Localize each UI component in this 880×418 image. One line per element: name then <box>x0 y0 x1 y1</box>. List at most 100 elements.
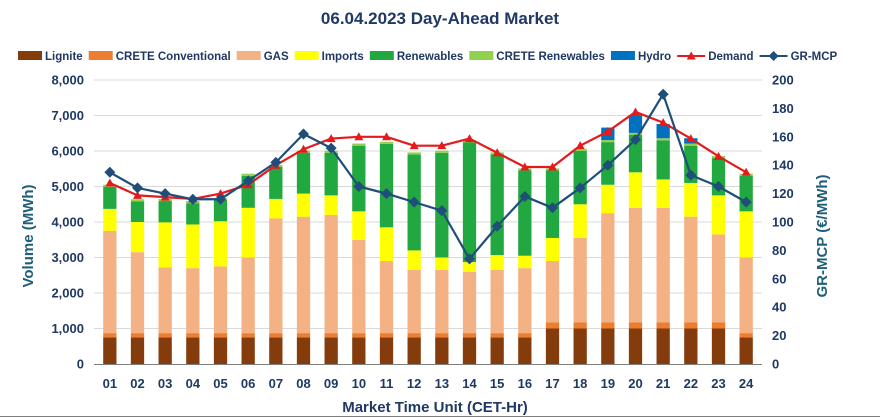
bar-lignite <box>684 328 698 364</box>
y2-axis-ticks: 0 20 40 60 80 100 120 140 160 180 200 <box>772 73 794 372</box>
bar-crete-renewables <box>241 173 255 176</box>
bar-imports <box>684 182 698 217</box>
bar-gas <box>628 207 643 323</box>
legend-swatch <box>236 51 261 60</box>
point-demand <box>465 134 474 143</box>
point-gr-mcp <box>353 181 365 192</box>
y2-tick-label: 180 <box>772 101 794 116</box>
bar-crete-conventional <box>573 322 587 329</box>
point-demand <box>437 141 447 150</box>
point-gr-mcp <box>408 196 420 208</box>
bar-renewables <box>656 140 670 180</box>
x-tick-label: 17 <box>545 376 559 391</box>
point-gr-mcp <box>464 253 475 265</box>
bar-imports <box>518 255 532 269</box>
bar-imports <box>711 195 726 235</box>
x-tick-label: 06 <box>241 376 255 391</box>
legend-swatch <box>294 51 319 60</box>
y2-tick-label: 100 <box>772 215 794 230</box>
bar-renewables <box>462 142 477 263</box>
bar-lignite <box>573 328 587 364</box>
bar-crete-conventional <box>656 322 670 329</box>
bars <box>103 115 753 364</box>
bar-renewables <box>324 152 338 196</box>
point-gr-mcp <box>436 205 448 217</box>
bar-crete-conventional <box>407 333 421 338</box>
bar-gas <box>103 230 117 334</box>
bar-renewables <box>490 154 504 256</box>
bar-imports <box>379 227 394 262</box>
legend-marker <box>686 51 696 60</box>
bar-lignite <box>324 337 338 364</box>
point-gr-mcp <box>547 202 558 214</box>
bar-renewables <box>573 151 587 205</box>
y-tick-label: 4,000 <box>51 215 84 230</box>
bar-lignite <box>435 337 449 364</box>
bar-crete-conventional <box>518 333 532 338</box>
legend-swatch <box>18 51 42 60</box>
bar-imports <box>601 184 615 214</box>
y-tick-label: 1,000 <box>51 321 84 336</box>
y-tick-label: 5,000 <box>51 179 84 194</box>
y2-tick-label: 140 <box>772 158 794 173</box>
bar-lignite <box>711 328 726 364</box>
x-tick-label: 08 <box>296 376 310 391</box>
chart-title: 06.04.2023 Day-Ahead Market <box>321 9 559 28</box>
bar-crete-renewables <box>130 199 145 202</box>
x-tick-label: 01 <box>103 376 117 391</box>
bar-hydro <box>656 124 670 139</box>
bar-gas <box>158 267 172 334</box>
bar-crete-conventional <box>462 333 477 338</box>
bar-gas <box>213 266 228 334</box>
point-demand <box>133 190 142 199</box>
x-axis-ticks: 01 02 03 04 05 06 07 08 09 10 11 12 13 14 15 16 17 18 19 20… <box>103 376 755 391</box>
bar-lignite <box>158 337 172 364</box>
y2-tick-label: 40 <box>772 300 786 315</box>
bar-lignite <box>601 328 615 364</box>
bar-gas <box>739 257 753 334</box>
point-demand <box>714 151 723 160</box>
y2-tick-label: 20 <box>772 328 786 343</box>
lines <box>104 88 752 265</box>
bar-renewables <box>186 203 200 225</box>
bar-imports <box>435 257 449 270</box>
x-tick-label: 04 <box>186 376 201 391</box>
point-demand <box>216 189 225 198</box>
bar-lignite <box>462 337 477 364</box>
bar-imports <box>158 222 172 268</box>
bar-renewables <box>130 201 145 222</box>
point-demand <box>548 162 557 171</box>
bar-imports <box>545 237 560 262</box>
bar-crete-renewables <box>601 139 615 143</box>
x-tick-label: 14 <box>462 376 477 391</box>
bar-gas <box>296 216 311 334</box>
point-gr-mcp <box>325 142 337 154</box>
bar-renewables <box>296 152 311 194</box>
y-axis-ticks: 0 1,000 2,000 3,000 4,000 5,000 6,000 7,000 8,00… <box>51 73 84 372</box>
y-tick-label: 8,000 <box>51 73 84 88</box>
bar-imports <box>628 172 643 208</box>
point-gr-mcp <box>713 181 724 192</box>
bar-gas <box>130 252 145 334</box>
point-gr-mcp <box>740 196 752 208</box>
point-gr-mcp <box>298 128 309 140</box>
point-demand <box>686 134 696 143</box>
legend-label: GAS <box>264 51 289 63</box>
bar-lignite <box>130 337 145 364</box>
bar-crete-conventional <box>379 333 394 338</box>
x-tick-label: 22 <box>684 376 698 391</box>
legend-label: Imports <box>322 51 364 63</box>
bar-crete-conventional <box>158 333 172 338</box>
point-demand <box>105 178 115 187</box>
y2-axis-title: GR-MCP (€/MWh) <box>814 174 831 297</box>
bar-crete-conventional <box>186 333 200 338</box>
bar-crete-conventional <box>241 333 255 338</box>
x-tick-label: 12 <box>407 376 421 391</box>
point-gr-mcp <box>104 166 116 178</box>
point-gr-mcp <box>630 134 641 146</box>
bar-gas <box>684 216 698 323</box>
bar-lignite <box>103 337 117 364</box>
point-gr-mcp <box>685 169 697 181</box>
bar-crete-renewables <box>352 143 366 146</box>
